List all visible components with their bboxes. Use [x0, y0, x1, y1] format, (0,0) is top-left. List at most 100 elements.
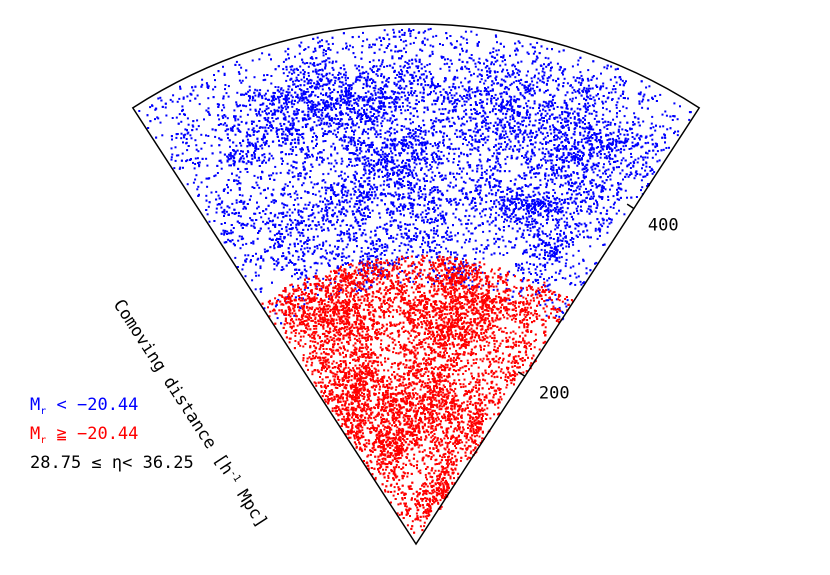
- galaxy-point-bright: [448, 91, 451, 94]
- galaxy-point-bright: [474, 239, 477, 242]
- galaxy-point-bright: [560, 135, 563, 138]
- galaxy-point-bright: [340, 288, 342, 291]
- galaxy-point-bright: [325, 240, 328, 243]
- galaxy-point-bright: [544, 56, 547, 59]
- galaxy-point-bright: [474, 112, 477, 114]
- galaxy-point-bright: [483, 121, 486, 123]
- galaxy-point-bright: [505, 91, 508, 94]
- galaxy-point-bright: [377, 96, 380, 99]
- galaxy-point-bright: [499, 64, 502, 67]
- galaxy-point-bright: [149, 106, 152, 109]
- galaxy-point-bright: [295, 95, 298, 98]
- galaxy-point-bright: [403, 203, 406, 206]
- galaxy-point-bright: [433, 227, 435, 230]
- galaxy-point-bright: [606, 139, 609, 142]
- galaxy-point-bright: [591, 76, 594, 79]
- galaxy-point-bright: [402, 193, 405, 196]
- galaxy-point-bright: [602, 206, 605, 209]
- galaxy-point-bright: [282, 211, 285, 214]
- galaxy-point-bright: [254, 99, 257, 102]
- galaxy-point-bright: [440, 55, 443, 58]
- galaxy-point-bright: [534, 212, 536, 214]
- galaxy-point-bright: [577, 114, 580, 117]
- galaxy-point-bright: [558, 50, 561, 53]
- galaxy-point-bright: [347, 144, 349, 147]
- galaxy-point-bright: [443, 220, 446, 223]
- galaxy-point-bright: [360, 116, 363, 119]
- galaxy-point-bright: [638, 100, 641, 103]
- galaxy-point-bright: [651, 172, 654, 175]
- galaxy-point-bright: [234, 119, 237, 122]
- galaxy-point-bright: [602, 145, 605, 148]
- galaxy-point-bright: [441, 210, 444, 213]
- galaxy-point-bright: [612, 195, 615, 198]
- galaxy-point-bright: [354, 129, 357, 132]
- galaxy-point-bright: [409, 129, 412, 132]
- galaxy-point-bright: [426, 38, 429, 41]
- galaxy-point-bright: [522, 194, 525, 196]
- galaxy-point-bright: [283, 113, 286, 116]
- galaxy-point-bright: [195, 128, 198, 131]
- galaxy-point-bright: [278, 230, 281, 233]
- galaxy-point-bright: [515, 99, 518, 102]
- galaxy-point-bright: [547, 103, 550, 106]
- galaxy-point-bright: [375, 65, 378, 68]
- galaxy-point-bright: [374, 247, 377, 250]
- galaxy-point-bright: [515, 68, 518, 71]
- galaxy-point-bright: [270, 82, 273, 85]
- galaxy-point-bright: [263, 248, 266, 251]
- galaxy-point-bright: [266, 118, 269, 121]
- galaxy-point-bright: [586, 168, 589, 171]
- galaxy-point-bright: [381, 150, 384, 153]
- galaxy-point-bright: [420, 190, 422, 192]
- galaxy-point-bright: [280, 125, 283, 127]
- galaxy-point-bright: [394, 107, 397, 110]
- galaxy-point-bright: [532, 281, 535, 284]
- galaxy-point-bright: [559, 185, 561, 188]
- galaxy-point-bright: [418, 197, 420, 200]
- galaxy-point-bright: [248, 85, 251, 88]
- galaxy-point-bright: [551, 214, 554, 217]
- galaxy-point-bright: [500, 209, 503, 212]
- galaxy-point-bright: [523, 204, 526, 207]
- galaxy-point-bright: [339, 119, 342, 122]
- galaxy-point-bright: [368, 43, 371, 46]
- galaxy-point-bright: [432, 240, 435, 243]
- galaxy-point-bright: [325, 123, 328, 126]
- galaxy-point-bright: [492, 220, 495, 223]
- galaxy-point-bright: [314, 193, 317, 196]
- galaxy-point-bright: [510, 110, 513, 113]
- galaxy-point-bright: [451, 266, 454, 269]
- galaxy-point-bright: [437, 163, 440, 166]
- galaxy-point-bright: [525, 80, 528, 83]
- galaxy-point-bright: [632, 121, 635, 123]
- galaxy-point-bright: [398, 173, 401, 176]
- galaxy-point-bright: [275, 130, 278, 133]
- galaxy-point-bright: [327, 172, 330, 175]
- galaxy-point-bright: [525, 159, 528, 161]
- galaxy-point-bright: [562, 247, 564, 250]
- galaxy-point-bright: [471, 138, 474, 141]
- galaxy-point-bright: [474, 184, 477, 187]
- galaxy-point-bright: [482, 208, 485, 211]
- galaxy-point-bright: [412, 107, 415, 110]
- galaxy-point-bright: [257, 93, 260, 96]
- galaxy-point-bright: [294, 55, 296, 58]
- galaxy-point-bright: [448, 100, 451, 103]
- galaxy-point-bright: [423, 65, 426, 68]
- galaxy-point-bright: [461, 49, 464, 52]
- galaxy-point-bright: [563, 161, 565, 164]
- galaxy-point-bright: [654, 142, 657, 145]
- galaxy-point-bright: [391, 152, 394, 155]
- galaxy-point-bright: [589, 147, 592, 150]
- galaxy-point-bright: [303, 176, 306, 179]
- galaxy-point-bright: [533, 124, 536, 127]
- galaxy-point-bright: [328, 95, 331, 98]
- galaxy-point-bright: [438, 155, 441, 158]
- galaxy-point-bright: [414, 36, 417, 39]
- galaxy-point-bright: [226, 117, 229, 120]
- galaxy-point-bright: [273, 96, 276, 99]
- galaxy-point-bright: [483, 82, 486, 85]
- galaxy-point-bright: [383, 180, 386, 183]
- galaxy-point-bright: [376, 118, 379, 121]
